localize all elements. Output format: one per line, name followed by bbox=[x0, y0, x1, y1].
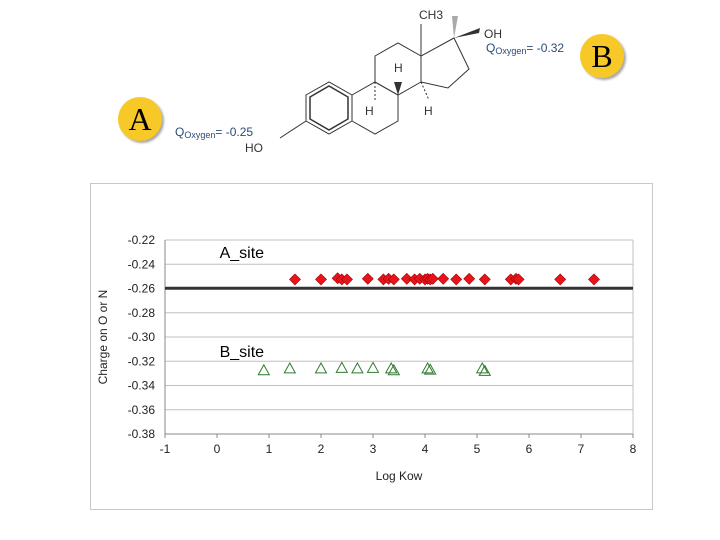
a-site-point-23 bbox=[554, 273, 567, 286]
y-tick-label-8: -0.38 bbox=[128, 427, 156, 441]
x-tick-label-9: 8 bbox=[630, 442, 637, 456]
ch3-label: CH3 bbox=[419, 8, 444, 22]
a-site-point-19 bbox=[478, 273, 491, 286]
site-b-charge: QOxygen= -0.32 bbox=[486, 41, 565, 56]
a-site-point-15 bbox=[426, 272, 439, 285]
b-site-point-4 bbox=[351, 361, 364, 374]
a-site-point-16 bbox=[437, 272, 450, 285]
y-tick-label-5: -0.32 bbox=[128, 354, 156, 368]
y-tick-label-2: -0.26 bbox=[128, 282, 156, 296]
y-tick-label-0: -0.22 bbox=[128, 233, 156, 247]
x-tick-label-7: 6 bbox=[526, 442, 533, 456]
x-tick-label-8: 7 bbox=[578, 442, 585, 456]
a-site-point-24 bbox=[588, 273, 600, 286]
x-tick-label-5: 4 bbox=[422, 442, 429, 456]
annotation-b-site: B_site bbox=[220, 344, 265, 361]
h-right-label: H bbox=[424, 104, 433, 118]
chart-frame bbox=[90, 183, 653, 510]
x-tick-label-3: 2 bbox=[318, 442, 325, 456]
b-site-point-11 bbox=[478, 364, 492, 376]
a-site-point-0 bbox=[289, 273, 301, 286]
a-site-point-18 bbox=[463, 272, 476, 285]
b-site-point-0 bbox=[257, 363, 271, 376]
b-site-point-9 bbox=[423, 363, 437, 375]
x-axis-title: Log Kow bbox=[376, 469, 423, 483]
site-a-badge: A bbox=[118, 97, 162, 141]
b-site-point-6 bbox=[384, 361, 398, 374]
site-b-badge: B bbox=[580, 34, 624, 78]
b-site-point-7 bbox=[387, 363, 401, 376]
b-site-point-10 bbox=[475, 361, 489, 374]
a-site-point-1 bbox=[315, 273, 327, 286]
h-left-label: H bbox=[365, 104, 374, 118]
oh-label: OH bbox=[484, 27, 502, 41]
b-site-point-8 bbox=[421, 361, 434, 374]
annotation-a-site: A_site bbox=[220, 245, 265, 262]
y-tick-label-1: -0.24 bbox=[128, 257, 156, 271]
y-tick-label-4: -0.30 bbox=[128, 330, 156, 344]
y-tick-label-3: -0.28 bbox=[128, 306, 156, 320]
x-tick-label-6: 5 bbox=[474, 442, 481, 456]
a-site-point-8 bbox=[387, 273, 400, 286]
estradiol-structure bbox=[279, 16, 480, 139]
b-site-point-2 bbox=[314, 361, 328, 374]
a-site-point-17 bbox=[450, 273, 463, 286]
y-tick-label-7: -0.36 bbox=[128, 403, 156, 417]
b-site-point-3 bbox=[335, 361, 349, 373]
x-tick-label-1: 0 bbox=[214, 442, 221, 456]
a-site-point-9 bbox=[400, 272, 413, 285]
h-top-label: H bbox=[394, 61, 403, 75]
b-site-point-5 bbox=[366, 361, 380, 373]
a-site-point-5 bbox=[361, 272, 374, 285]
a-site-point-22 bbox=[512, 273, 525, 286]
x-tick-label-2: 1 bbox=[266, 442, 273, 456]
y-axis-title: Charge on O or N bbox=[96, 290, 110, 385]
x-tick-label-4: 3 bbox=[370, 442, 377, 456]
a-site-point-4 bbox=[341, 273, 353, 286]
x-tick-label-0: -1 bbox=[160, 442, 171, 456]
ho-label: HO bbox=[245, 141, 263, 155]
site-a-charge: QOxygen= -0.25 bbox=[175, 125, 254, 140]
y-tick-label-6: -0.34 bbox=[128, 379, 156, 393]
b-site-point-1 bbox=[283, 361, 297, 374]
